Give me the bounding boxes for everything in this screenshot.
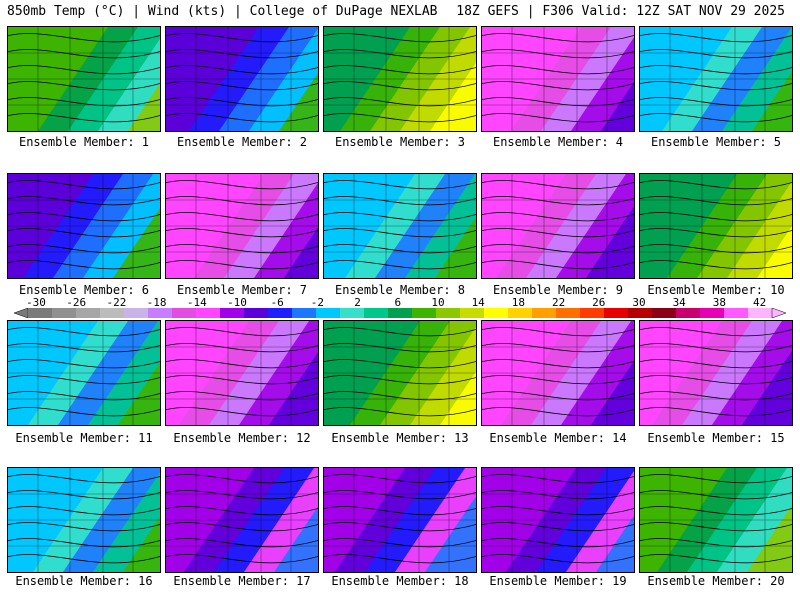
colorbar-swatch (508, 308, 533, 318)
colorbar-swatch (388, 308, 413, 318)
temperature-field (482, 27, 634, 131)
ensemble-map-panel (639, 26, 793, 132)
ensemble-member-label: Ensemble Member: 7 (165, 283, 319, 297)
ensemble-map-panel (323, 320, 477, 426)
temperature-field (166, 27, 318, 131)
ensemble-member-label: Ensemble Member: 2 (165, 135, 319, 149)
temperature-field (324, 27, 476, 131)
colorbar-swatch (52, 308, 77, 318)
colorbar-swatch (196, 308, 221, 318)
colorbar-swatch (100, 308, 125, 318)
temperature-field (640, 468, 792, 572)
ensemble-member-label: Ensemble Member: 11 (7, 431, 161, 445)
ensemble-map-panel (165, 26, 319, 132)
ensemble-member-label: Ensemble Member: 12 (165, 431, 319, 445)
ensemble-member-label: Ensemble Member: 13 (323, 431, 477, 445)
ensemble-member-label: Ensemble Member: 8 (323, 283, 477, 297)
temperature-field (166, 468, 318, 572)
temperature-field (8, 321, 160, 425)
ensemble-member-label: Ensemble Member: 9 (481, 283, 635, 297)
colorbar-swatch (292, 308, 317, 318)
ensemble-member-label: Ensemble Member: 20 (639, 574, 793, 588)
ensemble-member-label: Ensemble Member: 6 (7, 283, 161, 297)
temperature-colorbar (14, 308, 786, 318)
colorbar-swatch (364, 308, 389, 318)
colorbar-swatch (460, 308, 485, 318)
colorbar-swatch (244, 308, 269, 318)
ensemble-map-panel (639, 320, 793, 426)
ensemble-member-label: Ensemble Member: 10 (639, 283, 793, 297)
colorbar-swatch (556, 308, 581, 318)
ensemble-map-panel (323, 467, 477, 573)
colorbar-swatch (148, 308, 173, 318)
colorbar-swatch (724, 308, 749, 318)
colorbar-swatch (628, 308, 653, 318)
ensemble-member-label: Ensemble Member: 18 (323, 574, 477, 588)
colorbar-swatch (700, 308, 725, 318)
temperature-field (482, 174, 634, 278)
ensemble-map-panel (165, 467, 319, 573)
ensemble-member-label: Ensemble Member: 4 (481, 135, 635, 149)
ensemble-member-label: Ensemble Member: 14 (481, 431, 635, 445)
temperature-field (324, 468, 476, 572)
temperature-field (8, 468, 160, 572)
temperature-field (482, 321, 634, 425)
colorbar-swatch (412, 308, 437, 318)
ensemble-member-label: Ensemble Member: 15 (639, 431, 793, 445)
temperature-field (640, 174, 792, 278)
colorbar-swatch (436, 308, 461, 318)
colorbar-swatch (316, 308, 341, 318)
temperature-field (324, 321, 476, 425)
colorbar-swatch (28, 308, 53, 318)
colorbar-swatch (124, 308, 149, 318)
ensemble-map-panel (481, 173, 635, 279)
temperature-field (324, 174, 476, 278)
colorbar-min-arrow (14, 308, 28, 318)
colorbar-swatch (748, 308, 773, 318)
ensemble-map-panel (7, 173, 161, 279)
colorbar-swatch (484, 308, 509, 318)
ensemble-map-panel (639, 467, 793, 573)
run-valid-time: 18Z GEFS | F306 Valid: 12Z SAT NOV 29 20… (456, 4, 785, 20)
colorbar-swatch (172, 308, 197, 318)
ensemble-map-panel (323, 26, 477, 132)
colorbar-swatch (220, 308, 245, 318)
ensemble-map-panel (481, 320, 635, 426)
ensemble-member-label: Ensemble Member: 3 (323, 135, 477, 149)
ensemble-map-panel (481, 26, 635, 132)
colorbar-swatch (532, 308, 557, 318)
ensemble-member-label: Ensemble Member: 1 (7, 135, 161, 149)
ensemble-member-label: Ensemble Member: 5 (639, 135, 793, 149)
ensemble-map-panel (165, 320, 319, 426)
colorbar-swatch (580, 308, 605, 318)
temperature-field (482, 468, 634, 572)
temperature-field (640, 321, 792, 425)
temperature-field (640, 27, 792, 131)
colorbar-swatch (76, 308, 101, 318)
ensemble-map-panel (165, 173, 319, 279)
colorbar-swatch (268, 308, 293, 318)
ensemble-member-label: Ensemble Member: 19 (481, 574, 635, 588)
colorbar-max-arrow (772, 308, 786, 318)
colorbar-swatch (604, 308, 629, 318)
ensemble-map-panel (7, 26, 161, 132)
ensemble-map-panel (7, 320, 161, 426)
map-title: 850mb Temp (°C) | Wind (kts) | College o… (7, 4, 437, 20)
colorbar-swatch (676, 308, 701, 318)
ensemble-member-label: Ensemble Member: 16 (7, 574, 161, 588)
temperature-field (166, 174, 318, 278)
colorbar-swatch (340, 308, 365, 318)
ensemble-map-panel (7, 467, 161, 573)
ensemble-map-panel (323, 173, 477, 279)
temperature-field (8, 174, 160, 278)
ensemble-map-panel (481, 467, 635, 573)
temperature-field (8, 27, 160, 131)
colorbar-swatch (652, 308, 677, 318)
temperature-field (166, 321, 318, 425)
ensemble-member-label: Ensemble Member: 17 (165, 574, 319, 588)
ensemble-map-panel (639, 173, 793, 279)
